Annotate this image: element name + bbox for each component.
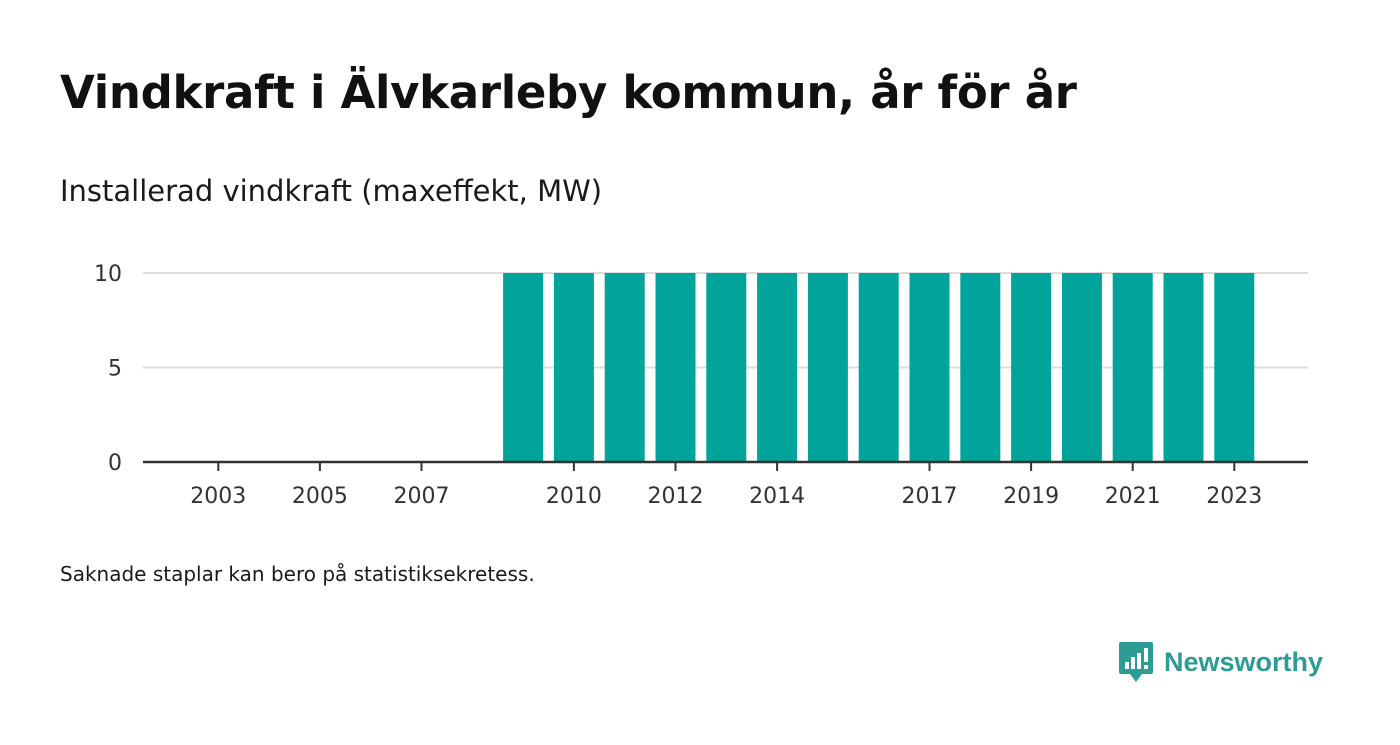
bar-2017 xyxy=(909,273,950,462)
y-axis-ticks: 0 5 10 xyxy=(94,262,122,476)
bar-2019 xyxy=(1011,273,1052,462)
bar-2009 xyxy=(503,273,544,462)
brand-logo[interactable]: Newsworthy xyxy=(1118,640,1323,684)
x-tick-label: 2023 xyxy=(1206,484,1262,509)
y-tick-label: 10 xyxy=(94,262,122,287)
brand-name: Newsworthy xyxy=(1164,646,1324,677)
chart-title: Vindkraft i Älvkarleby kommun, år för år xyxy=(60,66,1077,119)
x-tick-label: 2014 xyxy=(749,484,805,509)
x-tick-label: 2012 xyxy=(648,484,704,509)
x-tick-label: 2003 xyxy=(190,484,246,509)
y-tick-label: 5 xyxy=(108,357,122,382)
x-tick-label: 2019 xyxy=(1003,484,1059,509)
bar-2022 xyxy=(1163,273,1204,462)
bar-2020 xyxy=(1061,273,1102,462)
bar-2023 xyxy=(1214,273,1255,462)
x-tick-label: 2017 xyxy=(902,484,958,509)
bar-2010 xyxy=(553,273,594,462)
bar-2015 xyxy=(807,273,848,462)
bar-2012 xyxy=(655,273,696,462)
bar-2011 xyxy=(604,273,645,462)
bar-2013 xyxy=(706,273,747,462)
bar-2014 xyxy=(757,273,798,462)
footnote: Saknade staplar kan bero på statistiksek… xyxy=(60,562,535,586)
x-tick-label: 2007 xyxy=(394,484,450,509)
bar-2016 xyxy=(858,273,899,462)
y-tick-label: 0 xyxy=(108,451,122,476)
x-tick-label: 2010 xyxy=(546,484,602,509)
bar-2021 xyxy=(1112,273,1153,462)
x-tick-label: 2005 xyxy=(292,484,348,509)
newsworthy-logo-icon xyxy=(1119,642,1153,682)
x-tick-label: 2021 xyxy=(1105,484,1161,509)
bars xyxy=(503,273,1255,462)
x-axis-ticks: 2003 2005 2007 2010 2012 2014 2017 2019 2021 2023 xyxy=(190,462,1262,509)
bar-2018 xyxy=(960,273,1001,462)
chart-subtitle: Installerad vindkraft (maxeffekt, MW) xyxy=(60,174,603,208)
